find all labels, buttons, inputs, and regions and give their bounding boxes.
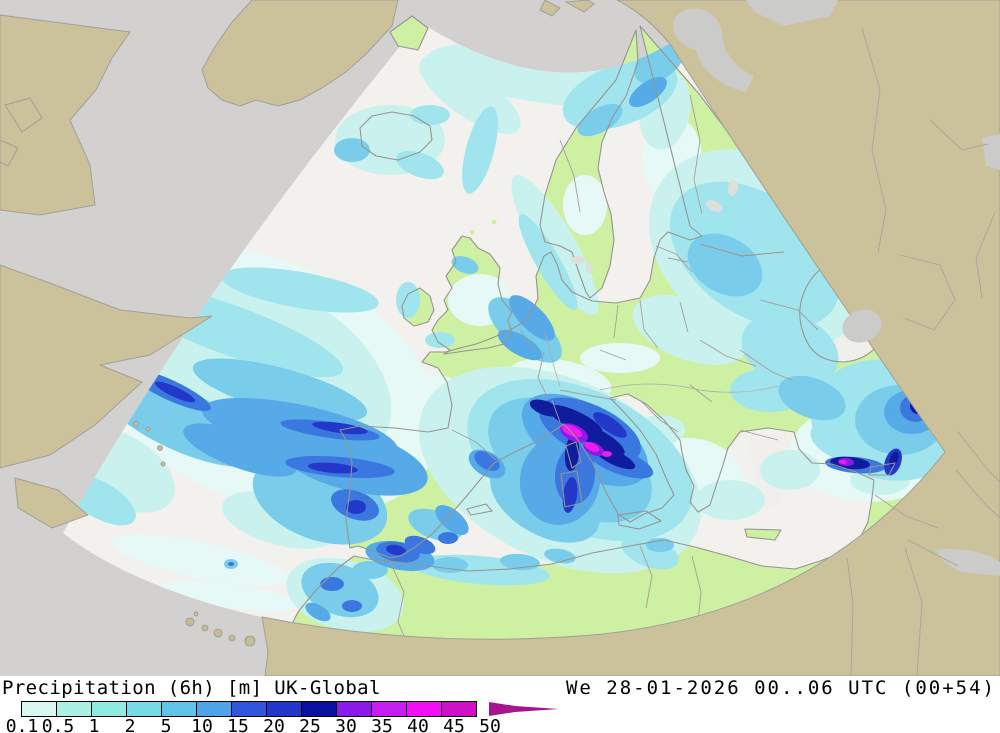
outside-borders [846,27,1000,676]
map-title: Precipitation (6h) [m] UK-Global [2,677,381,699]
azores-islands [133,421,166,467]
legend-color-segment [336,701,372,717]
lakes [571,180,739,274]
rivers [544,331,779,393]
legend-color-segment [196,701,232,717]
legend-color-segment [266,701,302,717]
legend-color-segment [441,701,477,717]
legend-tick-label: 0.1 [5,716,39,733]
legend-tick-label: 35 [371,716,393,733]
legend-tick-label: 5 [160,716,172,733]
legend-tick-label: 40 [407,716,429,733]
legend-tick-label: 0.5 [41,716,75,733]
legend-tick-label: 2 [124,716,136,733]
legend-color-segment [406,701,442,717]
legend-color-segment [161,701,197,717]
legend-tick-label: 50 [479,716,501,733]
legend-colorbar [21,701,477,717]
legend-tick-label: 10 [191,716,213,733]
legend-tick-label: 15 [227,716,249,733]
legend-arrow-icon [489,702,559,716]
country-borders [389,94,819,675]
legend-tick-label: 1 [88,716,100,733]
legend-color-segment [301,701,337,717]
legend-tick-label: 30 [335,716,357,733]
legend-color-segment [371,701,407,717]
outside-land-layer [0,0,1000,676]
valid-time: We 28-01-2026 00..06 UTC (00+54) [565,677,996,699]
legend-color-segment [91,701,127,717]
legend-color-segment [56,701,92,717]
legend-labels: 0.1 0.5 1 2 5 10 15 20 25 30 35 40 45 50 [0,716,1000,733]
legend-tick-label: 25 [299,716,321,733]
legend-color-segment [21,701,57,717]
legend-color-segment [126,701,162,717]
outside-sea-patches [673,0,1000,576]
canary-islands [185,611,256,647]
legend: Precipitation (6h) [m] UK-Global We 28-0… [0,676,1000,733]
legend-tick-label: 45 [443,716,465,733]
weather-map [0,0,1000,676]
legend-tick-label: 20 [263,716,285,733]
legend-color-segment [231,701,267,717]
